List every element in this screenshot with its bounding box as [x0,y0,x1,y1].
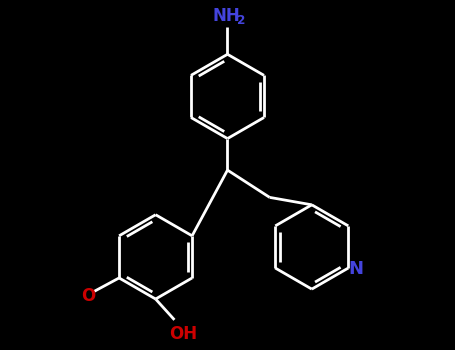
Text: O: O [81,287,96,305]
Text: 2: 2 [237,14,246,27]
Text: N: N [348,260,363,278]
Text: OH: OH [169,325,197,343]
Text: NH: NH [212,7,240,24]
